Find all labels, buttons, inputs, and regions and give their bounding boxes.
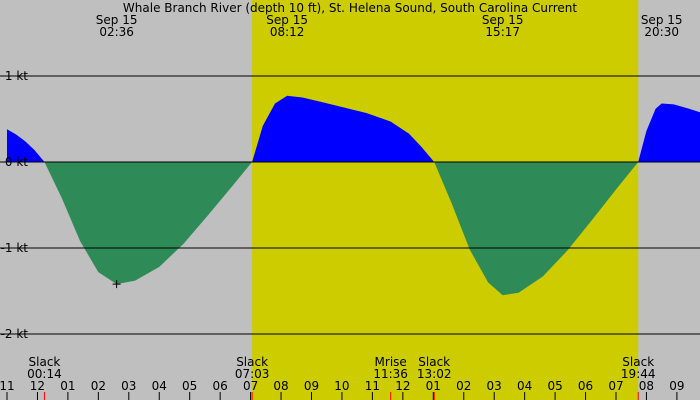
hour-tick-label: 09 (304, 379, 319, 393)
hour-tick-label: 04 (152, 379, 167, 393)
chart-title: Whale Branch River (depth 10 ft), St. He… (123, 1, 577, 15)
event-label: Mrise (375, 355, 407, 369)
y-tick-label: 0 kt (5, 155, 28, 169)
event-time-label: 13:02 (417, 367, 452, 381)
hour-tick-label: 02 (456, 379, 471, 393)
event-label: Slack (418, 355, 450, 369)
event-time-label: 07:03 (235, 367, 270, 381)
hour-tick-label: 06 (578, 379, 593, 393)
hour-tick-label: 05 (547, 379, 562, 393)
event-label: Slack (622, 355, 654, 369)
hour-tick-label: 09 (669, 379, 684, 393)
hour-tick-label: 12 (30, 379, 45, 393)
peak-date-label: Sep 15 (482, 13, 524, 27)
event-time-label: 11:36 (373, 367, 408, 381)
event-time-label: 19:44 (621, 367, 656, 381)
hour-tick-label: 11 (0, 379, 15, 393)
y-tick-labels: 1 kt 0 kt -1 kt -2 kt (1, 69, 29, 341)
hour-tick-label: 06 (213, 379, 228, 393)
event-labels: Slack00:14Slack07:03Mrise11:36Slack13:02… (27, 355, 656, 400)
hour-tick-label: 04 (517, 379, 532, 393)
peak-time-label: 02:36 (99, 25, 134, 39)
y-tick-label: -1 kt (1, 241, 29, 255)
event-label: Slack (236, 355, 268, 369)
peak-date-label: Sep 15 (641, 13, 683, 27)
hour-tick-label: 02 (91, 379, 106, 393)
flood-area-2 (252, 95, 435, 162)
hour-tick-label: 01 (60, 379, 75, 393)
hour-tick-label: 12 (395, 379, 410, 393)
ebb-area-1 (44, 162, 253, 285)
event-time-label: 00:14 (27, 367, 62, 381)
peak-date-label: Sep 15 (266, 13, 308, 27)
current-areas (7, 95, 700, 296)
hour-tick-label: 08 (639, 379, 654, 393)
peak-time-label: 08:12 (270, 25, 305, 39)
hour-tick-label: 10 (334, 379, 349, 393)
hour-tick-label: 07 (608, 379, 623, 393)
peak-time-label: 15:17 (485, 25, 520, 39)
peak-time-label: 20:30 (644, 25, 679, 39)
peak-date-label: Sep 15 (96, 13, 138, 27)
hour-tick-label: 08 (273, 379, 288, 393)
hour-tick-label: 07 (243, 379, 258, 393)
hour-tick-label: 03 (487, 379, 502, 393)
flood-area-0 (7, 129, 45, 162)
y-gridlines (0, 75, 700, 335)
y-tick-label: 1 kt (5, 69, 28, 83)
hour-tick-label: 05 (182, 379, 197, 393)
y-tick-label: -2 kt (1, 327, 29, 341)
hour-tick-label: 01 (426, 379, 441, 393)
hour-tick-label: 03 (121, 379, 136, 393)
ebb-area-3 (434, 162, 639, 296)
x-hour-ticks: 11 12 01 02 03 04 05 06 07 08 09 10 11 12 01 02 03 04 05 06… (0, 379, 685, 400)
flood-area-4 (638, 103, 700, 162)
hour-tick-label: 11 (365, 379, 380, 393)
event-label: Slack (29, 355, 61, 369)
